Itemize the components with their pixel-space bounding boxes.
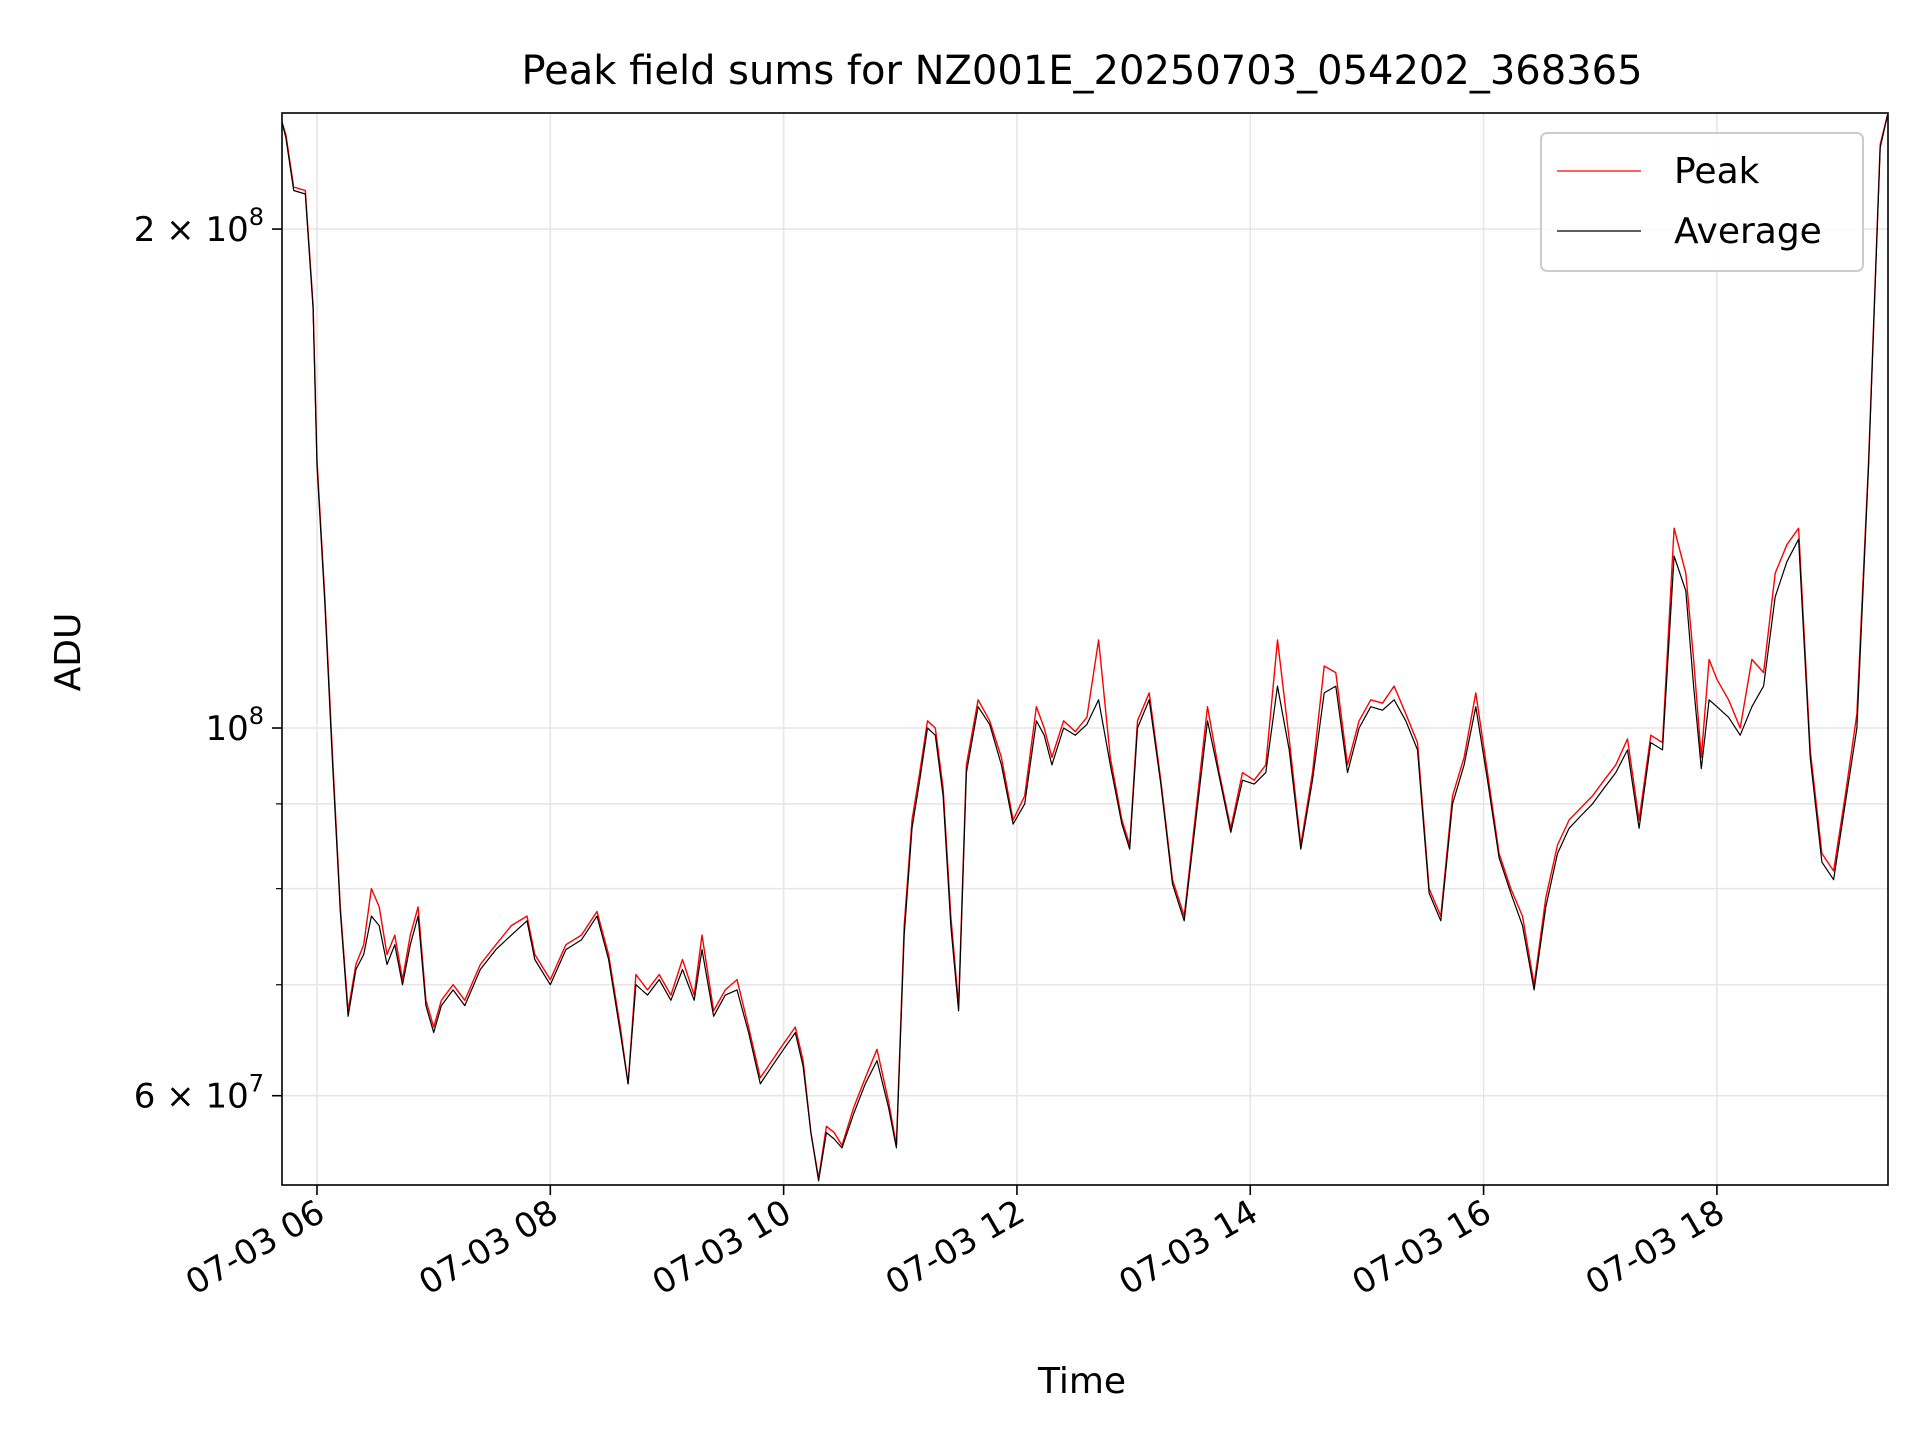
plot-frame bbox=[281, 112, 1889, 1186]
legend-label-peak: Peak bbox=[1674, 151, 1760, 192]
legend-box bbox=[1540, 132, 1864, 272]
y-axis-label: ADU bbox=[48, 613, 89, 692]
y-tick-label: 2 × 108 bbox=[134, 203, 264, 250]
legend-label-average: Average bbox=[1674, 211, 1822, 252]
series-line-peak bbox=[281, 112, 1889, 1179]
series-line-average bbox=[281, 112, 1889, 1182]
y-axis: 6 × 107 108 2 × 108 bbox=[134, 203, 282, 1117]
legend: Peak Average bbox=[1540, 132, 1864, 272]
y-tick-label: 6 × 107 bbox=[134, 1070, 264, 1117]
x-axis-label: Time bbox=[1037, 1361, 1126, 1402]
series-layer bbox=[281, 112, 1889, 1182]
y-tick-label: 108 bbox=[205, 702, 264, 749]
chart-title: Peak field sums for NZ001E_20250703_0542… bbox=[521, 48, 1642, 94]
